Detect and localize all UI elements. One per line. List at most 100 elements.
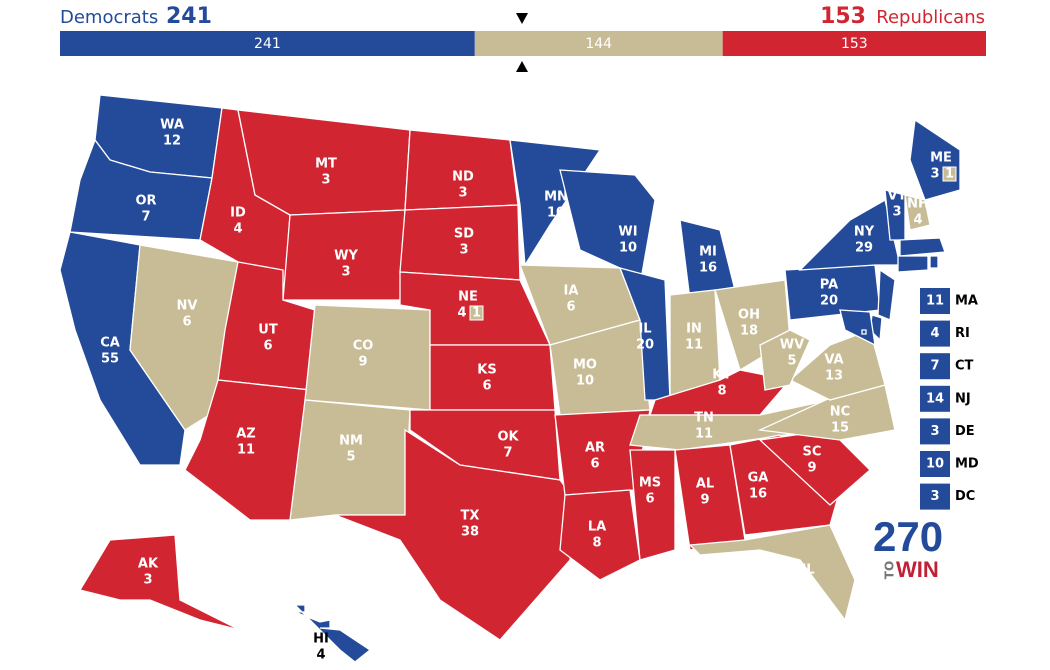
state-votes: 6 [482, 379, 491, 394]
small-state-box [920, 483, 950, 510]
small-state-box [920, 385, 950, 412]
state-votes: 18 [740, 324, 758, 339]
small-state-box [920, 320, 950, 347]
state-votes: 9 [358, 355, 367, 370]
small-state-votes: 14 [926, 391, 944, 406]
state-abbr: NY [854, 225, 875, 240]
state-abbr: IA [564, 284, 579, 299]
logo-to: TO [883, 561, 897, 579]
state-votes: 6 [182, 315, 191, 330]
state [629, 449, 676, 561]
state-votes: 7 [503, 446, 512, 461]
small-state-box [920, 353, 950, 380]
state-votes: 4 [457, 306, 466, 321]
state-votes: 16 [699, 261, 717, 276]
state-votes: 3 [321, 173, 330, 188]
small-state-abbr: DE [955, 424, 975, 439]
state-votes: 12 [163, 134, 181, 149]
state-votes: 7 [141, 210, 150, 225]
state-abbr: MS [639, 476, 661, 491]
state-votes: 3 [143, 573, 152, 588]
marker-up [516, 61, 528, 72]
state-votes: 16 [749, 487, 767, 502]
rep-label: Republicans [876, 7, 985, 28]
state-abbr: ME [930, 151, 952, 166]
state-abbr: FL [797, 563, 814, 578]
state-abbr: SC [803, 445, 822, 460]
state-votes: 3 [458, 186, 467, 201]
small-state-box [920, 288, 950, 314]
state-votes: 13 [825, 369, 843, 384]
logo: 270 TO WIN [873, 513, 943, 582]
state-votes: 5 [346, 450, 355, 465]
state-abbr: KY [712, 368, 732, 383]
state-votes: 38 [461, 525, 479, 540]
tally-bar: 241 144 153 [60, 31, 986, 56]
state [293, 604, 372, 663]
state-votes: 6 [645, 492, 654, 507]
state-abbr: WI [618, 225, 637, 240]
state-abbr: PA [820, 278, 838, 293]
small-state-abbr: RI [955, 326, 970, 341]
state [904, 194, 931, 231]
state-abbr: OK [497, 430, 519, 445]
state [929, 255, 939, 269]
district-box [469, 305, 484, 321]
state-votes: 4 [913, 213, 922, 228]
small-state-box [920, 418, 950, 445]
state [78, 534, 241, 631]
small-state-votes: 4 [930, 326, 939, 341]
state [688, 524, 856, 622]
state-votes: 15 [831, 421, 849, 436]
state-votes: 8 [592, 536, 601, 551]
state-votes: 29 [855, 241, 873, 256]
bar-segment [60, 31, 475, 56]
state [861, 329, 867, 335]
state [839, 309, 876, 347]
state-abbr: AL [696, 477, 714, 492]
state [877, 268, 896, 321]
logo-number: 270 [873, 513, 943, 560]
district-votes: 1 [472, 306, 481, 321]
state [759, 329, 811, 391]
state-votes: 4 [316, 648, 325, 663]
state-abbr: AZ [236, 427, 256, 442]
small-state-abbr: CT [955, 359, 974, 374]
state [129, 244, 239, 431]
state-abbr: LA [588, 520, 606, 535]
state-votes: 55 [101, 352, 119, 367]
small-state-votes: 3 [930, 489, 939, 504]
state-abbr: GA [748, 471, 769, 486]
state-votes: 3 [930, 167, 939, 182]
state-abbr: HI [313, 632, 329, 647]
state [798, 199, 901, 271]
state-votes: 3 [341, 265, 350, 280]
state-abbr: MI [699, 245, 717, 260]
state-abbr: ID [230, 206, 246, 221]
small-state-box [920, 451, 950, 477]
state-votes: 10 [576, 374, 594, 389]
bar-label: 153 [841, 36, 868, 52]
state-abbr: CO [353, 339, 374, 354]
state-abbr: MO [573, 358, 597, 373]
marker-down [516, 13, 528, 24]
state [899, 237, 946, 257]
state-abbr: WV [780, 338, 804, 353]
state-abbr: VT [888, 189, 907, 204]
state-votes: 3 [892, 205, 901, 220]
state-votes: 11 [237, 443, 255, 458]
state-abbr: AR [585, 441, 605, 456]
state-abbr: SD [454, 227, 474, 242]
small-state-abbr: MD [955, 457, 979, 472]
state-abbr: MT [315, 157, 337, 172]
state [429, 344, 556, 411]
state-abbr: MN [544, 190, 568, 205]
state-abbr: TX [461, 509, 480, 524]
small-state-abbr: MA [955, 294, 978, 309]
small-state-votes: 7 [930, 359, 939, 374]
rep-total: 153 [820, 4, 866, 29]
state [788, 329, 886, 401]
district-box [942, 166, 957, 182]
state-abbr: NV [177, 299, 198, 314]
